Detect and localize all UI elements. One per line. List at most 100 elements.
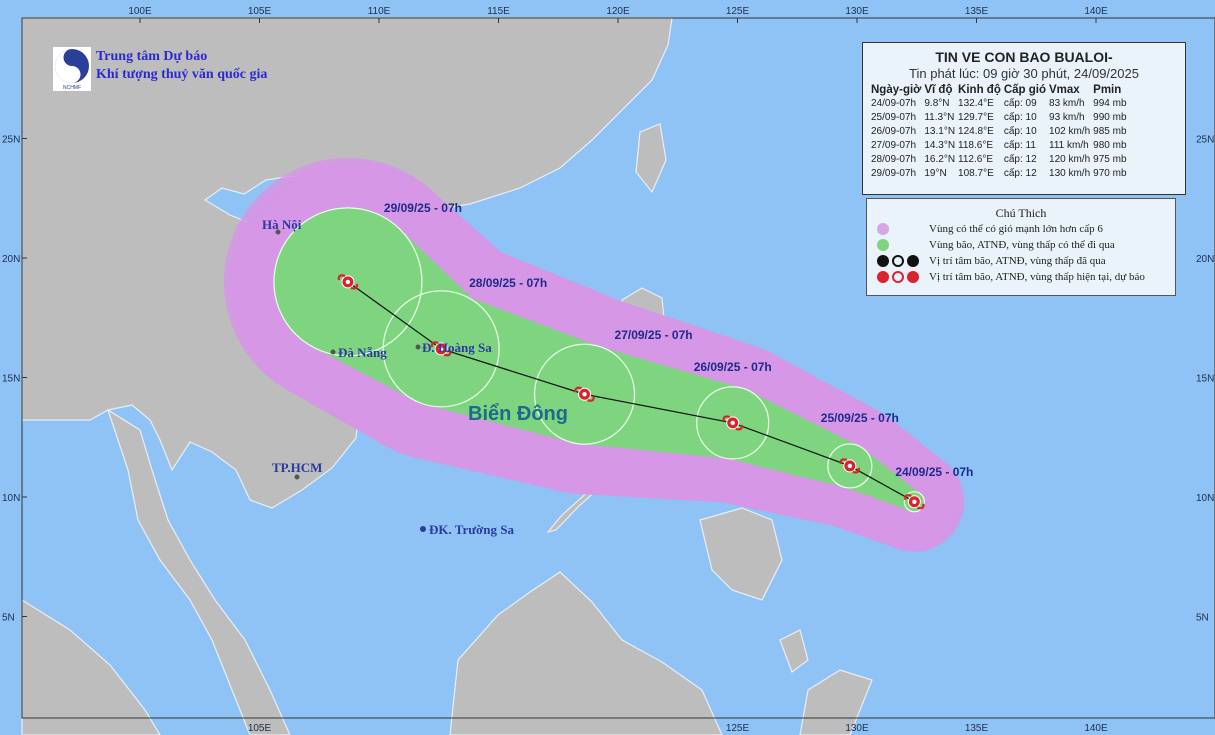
typhoon-icon [430, 341, 452, 357]
lon-label-bottom: 140E [1084, 723, 1108, 734]
storm-track: 24/09/25 - 07h 25/09/25 - 07h 26/09/25 - 0… [337, 201, 973, 510]
table-cell: 19°N [924, 168, 947, 179]
typhoon-icon [337, 274, 359, 290]
typhoon-icon [877, 271, 889, 283]
table-cell: cấp: 10 [1003, 112, 1037, 123]
org-line2: Khí tượng thuỷ văn quốc gia [96, 67, 268, 82]
radius-circle [903, 491, 925, 513]
lon-label-bottom: 135E [965, 723, 989, 734]
radius-circle [533, 343, 636, 445]
lon-label-top: 115E [487, 6, 510, 17]
table-cell: 24/09-07h [871, 98, 917, 109]
track-point-label: 28/09/25 - 07h [469, 276, 547, 290]
table-row: 28/09-07h 16.2°N 112.6°E cấp: 12 120 km/h 975… [871, 153, 1130, 167]
table-cell: cấp: 12 [1003, 168, 1037, 179]
track-point-label: 26/09/25 - 07h [694, 360, 772, 374]
table-row: 27/09-07h 14.3°N 118.6°E cấp: 11 111 km/h 980… [871, 139, 1130, 153]
column-header: Vĩ độ [924, 84, 953, 96]
org-name: Trung tâm Dự báo Khí tượng thuỷ văn quốc… [96, 48, 267, 84]
lon-label-top: 125E [726, 6, 750, 17]
place-hanoi: Hà Nội [262, 217, 302, 232]
map-axes: 100E 105E 110E 115E 120E 125E 130E 135E 140E 105E… [2, 6, 1215, 734]
lat-label-left: 15N [2, 374, 20, 385]
track-point-label: 29/09/25 - 07h [384, 201, 462, 215]
lon-label-top: 135E [965, 6, 989, 17]
track-point-label: 27/09/25 - 07h [615, 328, 693, 342]
radius-circle [273, 207, 423, 357]
legend-item-wind-zone: Vùng có thể có gió mạnh lớn hơn cấp 6 [867, 221, 1175, 237]
lat-label-right: 15N [1196, 374, 1214, 385]
logo-icon: NCHMF [55, 49, 89, 91]
table-cell: 129.7°E [958, 112, 994, 123]
table-row: 24/09-07h 9.8°N 132.4°E cấp: 09 83 km/h 994 m… [871, 97, 1130, 111]
table-cell: 28/09-07h [871, 154, 917, 165]
lat-label-left: 20N [2, 254, 20, 265]
lat-label-right: 10N [1196, 493, 1214, 504]
danang-marker [330, 349, 336, 355]
place-danang: Đà Nẵng [338, 345, 387, 360]
table-cell: 970 mb [1093, 168, 1127, 179]
org-line1: Trung tâm Dự báo [96, 49, 208, 64]
legend-label: Vùng có thể có gió mạnh lớn hơn cấp 6 [929, 223, 1103, 235]
table-cell: cấp: 12 [1003, 154, 1037, 165]
table-cell: 26/09-07h [871, 126, 917, 137]
table-cell: 111 km/h [1049, 140, 1089, 151]
lon-label-top: 140E [1084, 6, 1108, 17]
legend-item-past-position: Vị trí tâm bão, ATNĐ, vùng thấp đã qua [867, 253, 1175, 269]
table-cell: 25/09-07h [871, 112, 917, 123]
legend-title: Chú Thich [995, 206, 1047, 220]
legend-item-current-position: Vị trí tâm bão, ATNĐ, vùng thấp hiện tại… [867, 269, 1175, 285]
places: Hà Nội Đà Nẵng Đ. Hoàng Sa TP.HCM ĐK. Tr… [262, 217, 568, 537]
lon-label-bottom: 125E [726, 723, 750, 734]
legend-item-storm-zone: Vùng bão, ATNĐ, vùng thấp có thể đi qua [867, 237, 1175, 253]
place-hoangsa: Đ. Hoàng Sa [422, 340, 492, 355]
table-cell: 118.6°E [958, 140, 993, 151]
table-cell: cấp: 10 [1003, 126, 1037, 137]
table-cell: 120 km/h [1049, 154, 1091, 165]
legend: Chú Thich Vùng có thể có gió mạnh lớn hơ… [866, 198, 1176, 296]
land-mindanao [699, 507, 783, 601]
table-cell: cấp: 11 [1003, 140, 1036, 151]
table-cell: 985 mb [1093, 126, 1127, 137]
table-cell: 13.1°N [924, 126, 956, 137]
table-cell: 112.6°E [958, 154, 993, 165]
table-row: 29/09-07h 19°N 108.7°E cấp: 12 130 km/h 970 m… [871, 167, 1130, 181]
table-cell: 132.4°E [958, 98, 994, 109]
sea-label: Biển Đông [468, 403, 568, 425]
land-taiwan [635, 123, 667, 194]
green-circle-icon [877, 239, 889, 251]
land-malay-peninsula [106, 408, 291, 735]
column-header: Pmin [1093, 84, 1122, 96]
typhoon-icon [722, 415, 743, 431]
table-cell: 27/09-07h [871, 140, 917, 151]
place-truongsa: ĐK. Trường Sa [429, 522, 514, 537]
legend-label: Vị trí tâm bão, ATNĐ, vùng thấp hiện tại… [929, 271, 1145, 283]
hoangsa-marker [415, 344, 421, 350]
table-cell: 108.7°E [958, 168, 994, 179]
table-cell: 14.3°N [924, 140, 956, 151]
legend-label: Vùng bão, ATNĐ, vùng thấp có thể đi qua [929, 239, 1115, 251]
table-cell: 102 km/h [1049, 126, 1091, 137]
table-cell: 83 km/h [1049, 98, 1085, 109]
low-pressure-icon [907, 271, 919, 283]
lat-label-left: 5N [2, 613, 15, 624]
track-line [347, 281, 915, 503]
depression-icon [892, 255, 904, 267]
land-sumatra [21, 598, 161, 735]
table-cell: 975 mb [1093, 154, 1127, 165]
radius-circle [696, 386, 770, 460]
typhoon-icon [877, 255, 889, 267]
column-header: Kinh độ [958, 84, 1001, 96]
forecast-table: Ngày-giờ Vĩ độ Kinh độ Cấp gió Vmax Pmin 24/0… [871, 84, 1130, 181]
lat-label-right: 20N [1196, 254, 1214, 265]
issued-time: Tin phát lúc: 09 giờ 30 phút, 24/09/2025 [909, 66, 1139, 81]
lon-label-top: 110E [368, 6, 391, 17]
lon-label-top: 105E [248, 6, 272, 17]
table-cell: 16.2°N [924, 154, 956, 165]
table-row: 25/09-07h 11.3°N 129.7°E cấp: 10 93 km/h 990 … [871, 111, 1130, 125]
table-cell: 11.3°N [924, 112, 955, 123]
table-cell: 994 mb [1093, 98, 1127, 109]
column-header: Cấp gió [1003, 84, 1047, 96]
nchmf-logo: NCHMF [53, 47, 91, 91]
table-cell: 990 mb [1093, 112, 1127, 123]
